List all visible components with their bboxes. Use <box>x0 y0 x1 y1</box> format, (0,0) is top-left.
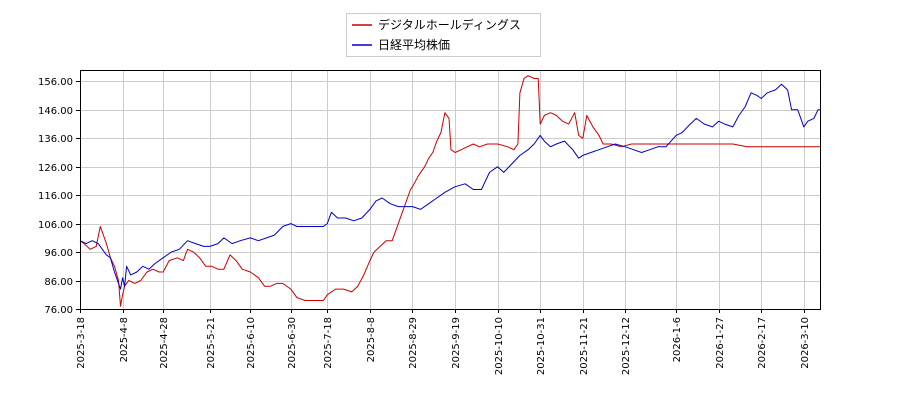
x-tick-label: 2025-3-18 <box>76 317 87 369</box>
y-tick-label: 116.00 <box>38 191 73 202</box>
x-tick-label: 2025-6-30 <box>287 317 298 369</box>
y-tick-label: 106.00 <box>38 220 73 231</box>
x-tick-label: 2025-9-19 <box>451 317 462 369</box>
x-tick-label: 2025-4-8 <box>119 317 130 362</box>
legend-label-series-1: 日経平均株価 <box>378 37 450 52</box>
series-line-1 <box>79 83 820 290</box>
x-tick-label: 2026-3-10 <box>800 317 811 369</box>
plot-frame <box>80 70 821 310</box>
x-tick-label: 2025-5-21 <box>206 317 217 369</box>
y-tick-label: 126.00 <box>38 163 73 174</box>
x-tick-label: 2026-2-17 <box>757 317 768 369</box>
x-tick-label: 2025-8-29 <box>408 317 419 369</box>
x-tick-label: 2025-8-8 <box>366 317 377 362</box>
x-tick-label: 2025-10-31 <box>536 317 547 375</box>
x-tick-label: 2026-1-6 <box>672 317 683 362</box>
y-tick-label: 86.00 <box>44 277 73 288</box>
x-axis: 2025-3-18 2025-4-8 2025-4-28 2025-5-21 2025-… <box>76 309 811 375</box>
series-line-0 <box>79 75 820 307</box>
y-tick-label: 76.00 <box>44 305 73 316</box>
x-tick-label: 2025-4-28 <box>159 317 170 369</box>
x-tick-label: 2025-7-18 <box>323 317 334 369</box>
legend: デジタルホールディングス 日経平均株価 <box>346 13 541 57</box>
x-tick-label: 2025-6-10 <box>246 317 257 369</box>
y-tick-label: 156.00 <box>38 77 73 88</box>
legend-label-series-0: デジタルホールディングス <box>378 17 521 32</box>
legend-box <box>346 13 541 57</box>
series-layer <box>79 75 820 307</box>
x-tick-label: 2025-11-21 <box>579 317 590 375</box>
y-tick-label: 96.00 <box>44 248 73 259</box>
y-tick-label: 136.00 <box>38 134 73 145</box>
x-tick-label: 2025-10-10 <box>494 317 505 375</box>
y-axis: 76.00 86.00 96.00 106.00 116.00 126.00 136.00 1… <box>38 77 80 316</box>
x-tick-label: 2025-12-12 <box>621 317 632 375</box>
y-tick-label: 146.00 <box>38 106 73 117</box>
x-tick-label: 2026-1-27 <box>715 317 726 369</box>
